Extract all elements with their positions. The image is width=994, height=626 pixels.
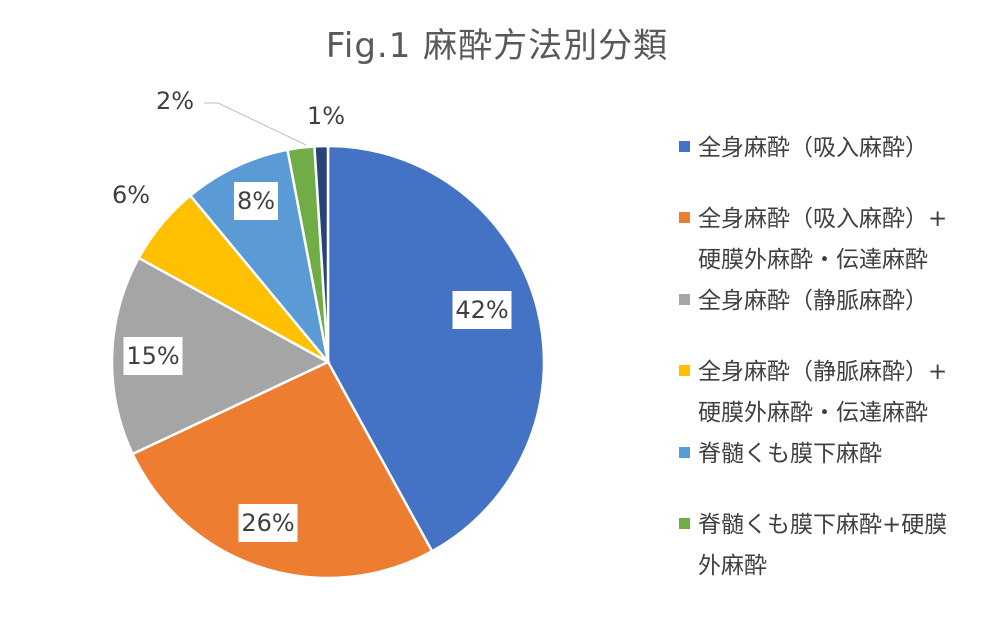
data-label-background xyxy=(123,337,183,375)
legend-item: 脊髄くも膜下麻酔+硬膜 外麻酔 xyxy=(676,505,988,587)
leader-line xyxy=(204,102,307,146)
data-label-background xyxy=(238,504,298,542)
legend-label: 硬膜外麻酔・伝達麻酔 xyxy=(698,247,928,273)
legend-swatch xyxy=(679,294,690,305)
data-label-text: 42% xyxy=(455,296,508,324)
legend-label: 全身麻酔（吸入麻酔） xyxy=(698,135,928,161)
legend-label: 全身麻酔（吸入麻酔）+ xyxy=(698,206,948,232)
legend-swatch xyxy=(679,447,690,458)
legend-label: 全身麻酔（静脈麻酔） xyxy=(698,288,928,314)
data-label-text: 8% xyxy=(237,187,275,215)
data-label: 26% xyxy=(238,504,298,542)
legend-item: 全身麻酔（吸入麻酔） xyxy=(676,128,988,169)
chart-title: Fig.1 麻酔方法別分類 xyxy=(325,26,669,66)
data-label-background xyxy=(452,291,512,329)
legend-swatch xyxy=(679,518,690,529)
legend-swatch xyxy=(679,212,690,223)
data-label-text: 15% xyxy=(126,342,179,370)
legend-item: 全身麻酔（静脈麻酔）+ 硬膜外麻酔・伝達麻酔 xyxy=(676,352,988,434)
legend-item: 全身麻酔（吸入麻酔）+ 硬膜外麻酔・伝達麻酔 xyxy=(676,199,988,281)
data-label-text: 1% xyxy=(307,102,345,130)
data-label: 42% xyxy=(452,291,512,329)
legend-label: 全身麻酔（静脈麻酔）+ xyxy=(698,359,948,385)
data-label: 8% xyxy=(234,182,278,220)
legend-label: 外麻酔 xyxy=(698,553,767,579)
pie-slice xyxy=(188,148,330,363)
pie-slice xyxy=(110,256,331,456)
legend-swatch xyxy=(679,141,690,152)
data-label: 6% xyxy=(112,181,150,209)
legend-label: 硬膜外麻酔・伝達麻酔 xyxy=(698,400,928,426)
pie-slice xyxy=(130,360,434,580)
data-label-text: 26% xyxy=(241,509,294,537)
data-label-text: 6% xyxy=(112,181,150,209)
pie-slice xyxy=(326,144,546,553)
legend-item: 全身麻酔（静脈麻酔） xyxy=(676,281,988,322)
data-label-text: 2% xyxy=(156,87,194,115)
legend-swatch xyxy=(679,365,690,376)
chart-legend: 全身麻酔（吸入麻酔） 全身麻酔（吸入麻酔）+ 硬膜外麻酔・伝達麻酔 全身麻酔（静脈麻酔… xyxy=(676,128,988,587)
legend-label: 脊髄くも膜下麻酔 xyxy=(698,441,882,467)
legend-item: 脊髄くも膜下麻酔 xyxy=(676,434,988,475)
legend-label: 脊髄くも膜下麻酔+硬膜 xyxy=(698,512,948,538)
data-label: 15% xyxy=(123,337,183,375)
data-label-background xyxy=(234,182,278,220)
data-label: 2% xyxy=(156,87,194,115)
pie-slice xyxy=(313,144,330,363)
data-label: 1% xyxy=(307,102,345,130)
